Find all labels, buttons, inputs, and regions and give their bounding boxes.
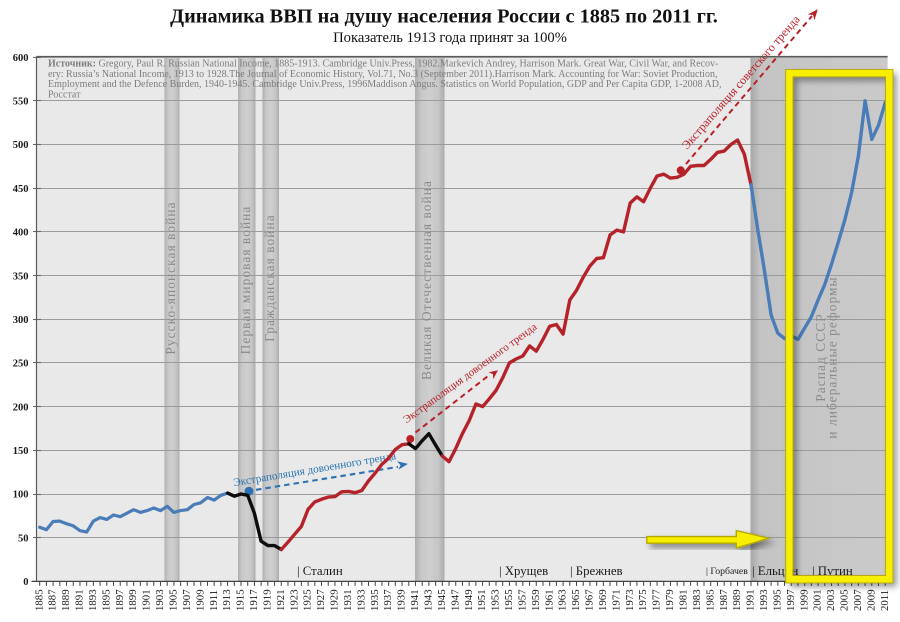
svg-text:200: 200 (13, 402, 29, 413)
svg-text:Первая мировая война: Первая мировая война (238, 206, 253, 355)
svg-text:250: 250 (13, 359, 29, 370)
svg-text:1977: 1977 (651, 589, 663, 611)
svg-text:1937: 1937 (382, 589, 394, 611)
svg-text:2011: 2011 (879, 590, 891, 611)
svg-text:1907: 1907 (181, 589, 193, 611)
svg-text:1917: 1917 (248, 589, 260, 611)
svg-text:1951: 1951 (476, 589, 488, 611)
svg-text:1927: 1927 (315, 589, 327, 611)
svg-text:1893: 1893 (87, 589, 99, 611)
svg-text:1953: 1953 (490, 589, 502, 611)
svg-text:| Путин: | Путин (812, 564, 853, 578)
svg-text:1885: 1885 (33, 589, 45, 611)
svg-text:Русско-японская война: Русско-японская война (163, 201, 178, 354)
svg-text:1943: 1943 (423, 589, 435, 611)
svg-text:1899: 1899 (127, 589, 139, 611)
svg-text:1995: 1995 (771, 589, 783, 611)
svg-text:1971: 1971 (610, 589, 622, 611)
svg-text:1915: 1915 (235, 589, 247, 611)
svg-text:Великая Отечественная война: Великая Отечественная война (419, 180, 434, 380)
svg-text:1905: 1905 (168, 589, 180, 611)
svg-text:Динамика ВВП на душу населения: Динамика ВВП на душу населения России с … (170, 6, 718, 28)
svg-text:1981: 1981 (677, 589, 689, 611)
svg-text:| Горбачев: | Горбачев (706, 566, 748, 577)
svg-text:2003: 2003 (825, 589, 837, 611)
svg-text:500: 500 (13, 140, 29, 151)
svg-text:1921: 1921 (275, 589, 287, 611)
svg-text:1933: 1933 (355, 589, 367, 611)
svg-text:1911: 1911 (208, 590, 220, 611)
svg-text:ery: Russia’s National Income,: ery: Russia’s National Income, 1913 to 1… (48, 69, 717, 80)
svg-text:2009: 2009 (865, 589, 877, 611)
svg-text:1991: 1991 (745, 589, 757, 611)
svg-text:Распад СССРи либеральные рефор: Распад СССРи либеральные реформы (813, 276, 840, 438)
svg-text:1887: 1887 (47, 589, 59, 611)
svg-text:1999: 1999 (798, 589, 810, 611)
svg-text:150: 150 (13, 446, 29, 457)
svg-text:600: 600 (13, 53, 29, 64)
svg-text:| Сталин: | Сталин (297, 564, 343, 578)
svg-text:1961: 1961 (543, 589, 555, 611)
svg-text:1989: 1989 (731, 589, 743, 611)
svg-text:1931: 1931 (342, 589, 354, 611)
svg-text:Гражданская война: Гражданская война (262, 214, 277, 341)
svg-text:1889: 1889 (60, 589, 72, 611)
svg-text:1925: 1925 (302, 589, 314, 611)
svg-text:350: 350 (13, 271, 29, 282)
svg-text:1941: 1941 (409, 589, 421, 611)
svg-text:1969: 1969 (597, 589, 609, 611)
svg-text:1985: 1985 (704, 589, 716, 611)
svg-text:1939: 1939 (396, 589, 408, 611)
svg-text:2007: 2007 (852, 589, 864, 611)
svg-text:Показатель 1913 года принят за: Показатель 1913 года принят за 100% (333, 30, 567, 46)
svg-text:1957: 1957 (516, 589, 528, 611)
svg-text:1919: 1919 (261, 589, 273, 611)
svg-text:50: 50 (18, 533, 29, 544)
svg-text:1897: 1897 (114, 589, 126, 611)
svg-text:400: 400 (13, 228, 29, 239)
svg-text:2001: 2001 (812, 589, 824, 611)
svg-text:450: 450 (13, 184, 29, 195)
svg-text:1909: 1909 (194, 589, 206, 611)
svg-text:1891: 1891 (74, 589, 86, 611)
svg-text:1895: 1895 (100, 589, 112, 611)
svg-text:1903: 1903 (154, 589, 166, 611)
svg-text:1983: 1983 (691, 589, 703, 611)
svg-text:1979: 1979 (664, 589, 676, 611)
svg-text:1935: 1935 (369, 589, 381, 611)
svg-text:1987: 1987 (718, 589, 730, 611)
svg-text:100: 100 (13, 490, 29, 501)
svg-text:1913: 1913 (221, 589, 233, 611)
svg-text:1973: 1973 (624, 589, 636, 611)
svg-text:| Брежнев: | Брежнев (570, 564, 623, 578)
svg-text:1997: 1997 (785, 589, 797, 611)
svg-text:1959: 1959 (530, 589, 542, 611)
svg-text:1929: 1929 (329, 589, 341, 611)
svg-text:1901: 1901 (141, 589, 153, 611)
svg-text:1975: 1975 (637, 589, 649, 611)
svg-text:Источник: Gregory, Paul R. Rus: Источник: Gregory, Paul R. Russian Natio… (48, 59, 718, 70)
svg-text:1965: 1965 (570, 589, 582, 611)
svg-text:2005: 2005 (839, 589, 851, 611)
svg-text:550: 550 (13, 97, 29, 108)
svg-text:Employment and the Defence Bur: Employment and the Defence Burden, 1940-… (48, 79, 722, 90)
svg-text:1949: 1949 (463, 589, 475, 611)
svg-text:1923: 1923 (288, 589, 300, 611)
svg-text:1963: 1963 (557, 589, 569, 611)
svg-text:Росстат: Росстат (48, 89, 81, 100)
svg-text:1947: 1947 (449, 589, 461, 611)
svg-text:1955: 1955 (503, 589, 515, 611)
svg-text:1993: 1993 (758, 589, 770, 611)
svg-text:300: 300 (13, 315, 29, 326)
svg-text:1945: 1945 (436, 589, 448, 611)
svg-text:1967: 1967 (584, 589, 596, 611)
svg-text:0: 0 (23, 577, 28, 588)
svg-text:| Хрущев: | Хрущев (499, 564, 548, 578)
